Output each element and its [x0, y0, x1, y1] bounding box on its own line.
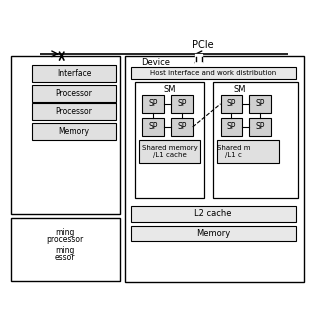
- Bar: [249, 95, 271, 113]
- Text: Shared m: Shared m: [217, 145, 251, 151]
- Text: SP: SP: [255, 123, 265, 132]
- Text: PCIe: PCIe: [192, 40, 213, 50]
- Bar: [131, 226, 296, 241]
- Text: SP: SP: [255, 99, 265, 108]
- Text: SP: SP: [177, 123, 187, 132]
- Text: essor: essor: [54, 252, 75, 261]
- Text: SM: SM: [163, 85, 176, 94]
- Text: ming: ming: [55, 228, 75, 237]
- Bar: [131, 206, 296, 222]
- Text: Host interface and work distribution: Host interface and work distribution: [150, 70, 276, 76]
- Text: SP: SP: [177, 99, 187, 108]
- Text: SM: SM: [234, 85, 246, 94]
- Bar: [131, 67, 296, 79]
- Bar: [220, 118, 242, 136]
- Bar: [32, 84, 116, 101]
- Text: Processor: Processor: [56, 89, 92, 98]
- Bar: [142, 118, 164, 136]
- Bar: [249, 118, 271, 136]
- Bar: [11, 218, 120, 281]
- Text: SP: SP: [148, 123, 158, 132]
- Bar: [32, 103, 116, 120]
- Text: Memory: Memory: [59, 127, 90, 136]
- Bar: [213, 82, 298, 198]
- Bar: [11, 56, 120, 214]
- Text: Processor: Processor: [56, 107, 92, 116]
- Text: Interface: Interface: [57, 68, 91, 77]
- Text: /L1 c: /L1 c: [225, 152, 242, 158]
- Bar: [142, 95, 164, 113]
- Text: SP: SP: [148, 99, 158, 108]
- Bar: [218, 140, 279, 163]
- Text: Device: Device: [141, 58, 170, 67]
- Text: /L1 cache: /L1 cache: [153, 152, 186, 158]
- Text: ming: ming: [55, 246, 75, 255]
- Text: processor: processor: [46, 235, 84, 244]
- Text: SP: SP: [227, 99, 236, 108]
- Bar: [125, 56, 303, 283]
- Bar: [139, 140, 200, 163]
- Bar: [134, 82, 204, 198]
- Text: SP: SP: [227, 123, 236, 132]
- Bar: [220, 95, 242, 113]
- Bar: [171, 118, 193, 136]
- Bar: [32, 65, 116, 82]
- Bar: [171, 95, 193, 113]
- Text: L2 cache: L2 cache: [194, 210, 232, 219]
- Text: Shared memory: Shared memory: [141, 145, 197, 151]
- Text: Memory: Memory: [196, 229, 230, 238]
- Bar: [32, 123, 116, 140]
